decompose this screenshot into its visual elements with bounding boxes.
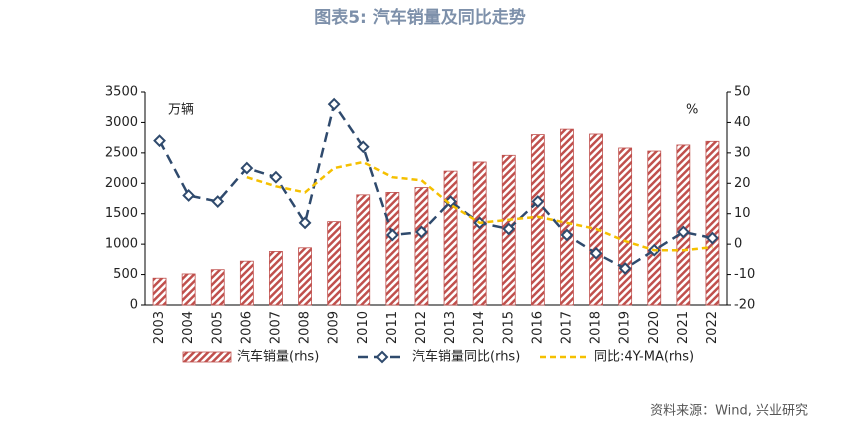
source-note: 资料来源：Wind, 兴业研究 <box>650 404 808 419</box>
line-marker <box>618 262 632 275</box>
line-marker <box>676 225 690 239</box>
x-tick-label: 2009 <box>327 311 342 344</box>
bar <box>676 144 691 306</box>
x-tick-label: 2018 <box>589 311 604 344</box>
legend-label: 汽车销量(rhs) <box>237 349 319 365</box>
line-marker <box>502 222 516 236</box>
x-tick-label: 2012 <box>414 311 429 344</box>
bar <box>239 260 254 306</box>
line-marker <box>356 140 370 154</box>
line-marker <box>560 228 574 242</box>
x-tick-label: 2004 <box>181 311 196 344</box>
line-series <box>158 101 713 270</box>
line-marker <box>706 231 719 245</box>
y2-tick-label: 0 <box>734 237 742 252</box>
bar <box>385 192 400 306</box>
line-marker <box>153 134 166 148</box>
x-tick-label: 2019 <box>618 311 633 344</box>
line-marker <box>589 246 603 260</box>
bar <box>530 134 545 306</box>
bar <box>152 277 167 306</box>
legend-label: 汽车销量同比(rhs) <box>412 349 520 365</box>
bar <box>443 170 458 306</box>
x-tick-label: 2003 <box>152 311 167 344</box>
legend-label: 同比:4Y-MA(rhs) <box>594 350 694 365</box>
y-tick-label: 0 <box>130 298 138 313</box>
x-tick-label: 2005 <box>210 311 225 344</box>
y2-tick-label: 30 <box>734 145 751 160</box>
x-tick-label: 2021 <box>676 311 691 344</box>
y2-tick-label: 50 <box>734 85 751 100</box>
y2-tick-label: 40 <box>734 115 751 130</box>
y-axis-unit: 万辆 <box>168 103 194 118</box>
x-tick-label: 2015 <box>501 311 516 344</box>
y2-tick-label: 10 <box>734 206 751 221</box>
x-tick-label: 2011 <box>385 311 400 344</box>
x-tick-label: 2007 <box>268 311 283 344</box>
x-tick-label: 2017 <box>559 311 574 344</box>
y2-axis-unit: % <box>686 103 698 118</box>
bar <box>414 187 429 306</box>
bar <box>589 133 603 306</box>
y-tick-label: 1500 <box>105 206 138 221</box>
bar <box>705 140 720 306</box>
x-tick-label: 2022 <box>705 311 720 344</box>
y-tick-label: 500 <box>113 267 138 282</box>
line-marker <box>385 228 399 242</box>
line-marker <box>298 216 312 230</box>
bar <box>472 161 487 306</box>
line-series <box>246 160 713 252</box>
line-marker <box>531 195 545 208</box>
y2-tick-label: 20 <box>734 176 751 191</box>
bar <box>181 273 196 306</box>
y-tick-label: 3500 <box>105 85 138 100</box>
legend-marker <box>375 350 389 364</box>
y2-tick-label: -20 <box>734 298 755 313</box>
x-tick-label: 2010 <box>356 311 371 344</box>
y2-tick-label: -10 <box>734 267 755 282</box>
line-marker <box>182 189 196 202</box>
x-tick-label: 2014 <box>472 311 487 344</box>
bar <box>647 150 662 306</box>
x-tick-label: 2013 <box>443 311 458 344</box>
legend-swatch <box>182 351 232 363</box>
line-marker <box>211 195 225 208</box>
bar <box>356 194 371 306</box>
chart-title: 图表5: 汽车销量及同比走势 <box>314 7 526 28</box>
y-tick-label: 2500 <box>105 145 138 160</box>
x-tick-label: 2016 <box>530 311 545 344</box>
bar <box>210 269 225 306</box>
bar <box>560 128 574 306</box>
y-tick-label: 2000 <box>105 176 138 191</box>
bar <box>269 251 283 306</box>
line-marker <box>444 195 457 208</box>
bar <box>298 247 312 306</box>
line-marker <box>415 225 428 239</box>
x-tick-label: 2008 <box>298 311 313 344</box>
bar <box>618 147 633 306</box>
y-tick-label: 3000 <box>105 115 138 130</box>
bar <box>327 221 342 306</box>
y-tick-label: 1000 <box>105 237 138 252</box>
line-marker <box>269 170 283 184</box>
x-tick-label: 2006 <box>239 311 254 344</box>
x-tick-label: 2020 <box>647 311 662 344</box>
line-marker <box>327 97 341 111</box>
line-marker <box>240 161 254 175</box>
